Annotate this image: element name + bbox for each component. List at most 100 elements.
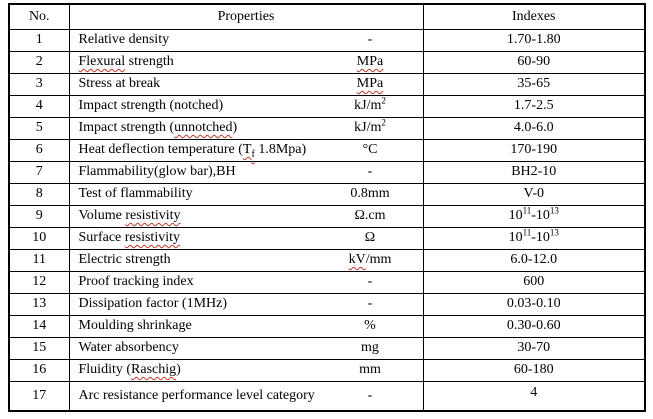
table-row: 16 Fluidity (Raschig) mm 60-180 bbox=[8, 358, 646, 382]
text-segment: 0.30-0.60 bbox=[506, 318, 561, 333]
property-unit: Ω.cm bbox=[318, 208, 423, 224]
text-segment: kV bbox=[348, 252, 366, 267]
text-segment: 2 bbox=[381, 117, 386, 128]
cell-property: Stress at break MPa bbox=[68, 72, 424, 96]
text-segment: 6.0-12.0 bbox=[510, 252, 558, 267]
cell-no: 4 bbox=[8, 94, 70, 118]
cell-index: 1.7-2.5 bbox=[422, 94, 646, 118]
cell-no: 3 bbox=[8, 72, 70, 96]
property-unit: kJ/m2 bbox=[318, 96, 423, 114]
table-row: 8 Test of flammability 0.8mm V-0 bbox=[8, 182, 646, 206]
text-segment: 13 bbox=[549, 205, 559, 216]
text-segment: Fluidity ( bbox=[78, 362, 132, 377]
text-segment: 1.70-1.80 bbox=[506, 32, 561, 47]
cell-property: Proof tracking index - bbox=[68, 270, 424, 294]
property-name: Arc resistance performance level categor… bbox=[70, 388, 318, 404]
property-unit: kV/mm bbox=[318, 252, 423, 268]
text-segment: 60-90 bbox=[517, 54, 551, 69]
property-name: Impact strength (notched) bbox=[70, 98, 318, 114]
text-segment: Heat deflection temperature ( bbox=[78, 142, 243, 157]
text-segment: kJ/m bbox=[354, 98, 382, 113]
table-row: 17 Arc resistance performance level cate… bbox=[8, 380, 646, 412]
property-unit: mg bbox=[318, 340, 423, 356]
property-name: Electric strength bbox=[70, 252, 318, 268]
property-unit-group: Surface resistivity Ω bbox=[70, 230, 423, 246]
cell-property: Surface resistivity Ω bbox=[68, 226, 424, 250]
text-segment: - bbox=[367, 387, 373, 403]
cell-property: Impact strength (notched) kJ/m2 bbox=[68, 94, 424, 118]
cell-no: 17 bbox=[8, 380, 70, 412]
text-segment: T bbox=[242, 142, 252, 157]
property-name: Flexural strength bbox=[70, 54, 318, 70]
text-segment: Test of flammability bbox=[78, 186, 193, 201]
cell-property: Flexural strength MPa bbox=[68, 50, 424, 74]
property-unit-group: Volume resistivity Ω.cm bbox=[70, 208, 423, 224]
text-segment: 10 bbox=[508, 208, 523, 223]
properties-table: No. Properties Indexes 1 Relative densit… bbox=[8, 3, 646, 412]
table-row: 1 Relative density - 1.70-1.80 bbox=[8, 28, 646, 52]
cell-index: BH2-10 bbox=[422, 160, 646, 184]
property-name: Test of flammability bbox=[70, 186, 318, 202]
text-segment: Ω.cm bbox=[354, 208, 386, 223]
text-segment: f bbox=[251, 148, 255, 160]
text-segment: ) bbox=[232, 120, 238, 135]
property-name: Flammability(glow bar),BH bbox=[70, 164, 318, 180]
header-properties: Properties bbox=[68, 3, 424, 30]
cell-index: 0.03-0.10 bbox=[422, 292, 646, 316]
cell-property: Dissipation factor (1MHz) - bbox=[68, 292, 424, 316]
property-name: Relative density bbox=[70, 32, 318, 48]
cell-no: 7 bbox=[8, 160, 70, 184]
property-unit: kJ/m2 bbox=[318, 117, 423, 136]
text-segment: mg bbox=[361, 340, 379, 355]
cell-index: V-0 bbox=[422, 182, 646, 206]
property-name: Volume resistivity bbox=[70, 208, 318, 224]
property-unit-group: Flammability(glow bar),BH - bbox=[70, 164, 423, 180]
property-unit-group: Impact strength (notched) kJ/m2 bbox=[70, 96, 423, 114]
text-segment: 4 bbox=[530, 384, 538, 400]
property-unit: MPa bbox=[318, 76, 423, 92]
text-segment: MPa bbox=[356, 76, 384, 91]
property-unit: mm bbox=[318, 362, 423, 378]
property-unit: - bbox=[318, 274, 423, 290]
cell-no: 8 bbox=[8, 182, 70, 206]
text-segment: Flexural bbox=[78, 54, 126, 69]
text-segment: Raschig bbox=[131, 362, 177, 377]
property-unit-group: Flexural strength MPa bbox=[70, 54, 423, 70]
text-segment: Impact strength (notched) bbox=[78, 98, 224, 113]
cell-no: 14 bbox=[8, 314, 70, 338]
cell-no: 1 bbox=[8, 28, 70, 52]
property-unit-group: Moulding shrinkage % bbox=[70, 318, 423, 334]
cell-index: 4.0-6.0 bbox=[422, 116, 646, 140]
property-unit-group: Test of flammability 0.8mm bbox=[70, 186, 423, 202]
text-segment: Stress at break bbox=[78, 76, 161, 91]
property-name: Impact strength (unnotched) bbox=[70, 120, 318, 136]
cell-property: Moulding shrinkage % bbox=[68, 314, 424, 338]
text-segment: 30-70 bbox=[517, 340, 551, 355]
cell-no: 12 bbox=[8, 270, 70, 294]
text-segment: 60-180 bbox=[513, 362, 554, 377]
cell-no: 6 bbox=[8, 138, 70, 162]
property-name: Surface resistivity bbox=[70, 230, 318, 246]
text-segment: ) bbox=[176, 362, 181, 377]
property-unit-group: Impact strength (unnotched) kJ/m2 bbox=[70, 117, 423, 136]
text-segment: °C bbox=[362, 142, 378, 157]
cell-no: 15 bbox=[8, 336, 70, 360]
cell-no: 11 bbox=[8, 248, 70, 272]
cell-index: 6.0-12.0 bbox=[422, 248, 646, 272]
property-unit-group: Heat deflection temperature (Tf 1.8Mpa) … bbox=[70, 142, 423, 160]
text-segment: MPa bbox=[356, 54, 384, 69]
text-segment: 35-65 bbox=[517, 76, 551, 91]
text-segment: Flammability(glow bar),BH bbox=[78, 164, 236, 179]
text-segment: Moulding shrinkage bbox=[78, 318, 192, 333]
cell-no: 5 bbox=[8, 116, 70, 140]
text-segment: Volume bbox=[78, 208, 126, 223]
text-segment: % bbox=[364, 318, 376, 333]
text-segment: - bbox=[367, 164, 373, 179]
table-row: 4 Impact strength (notched) kJ/m2 1.7-2.… bbox=[8, 94, 646, 118]
text-segment: mm bbox=[359, 362, 381, 377]
cell-property: Volume resistivity Ω.cm bbox=[68, 204, 424, 228]
table-row: 7 Flammability(glow bar),BH - BH2-10 bbox=[8, 160, 646, 184]
text-segment: resistivity bbox=[125, 208, 181, 223]
property-unit: - bbox=[318, 164, 423, 180]
property-unit: Ω bbox=[318, 230, 423, 246]
